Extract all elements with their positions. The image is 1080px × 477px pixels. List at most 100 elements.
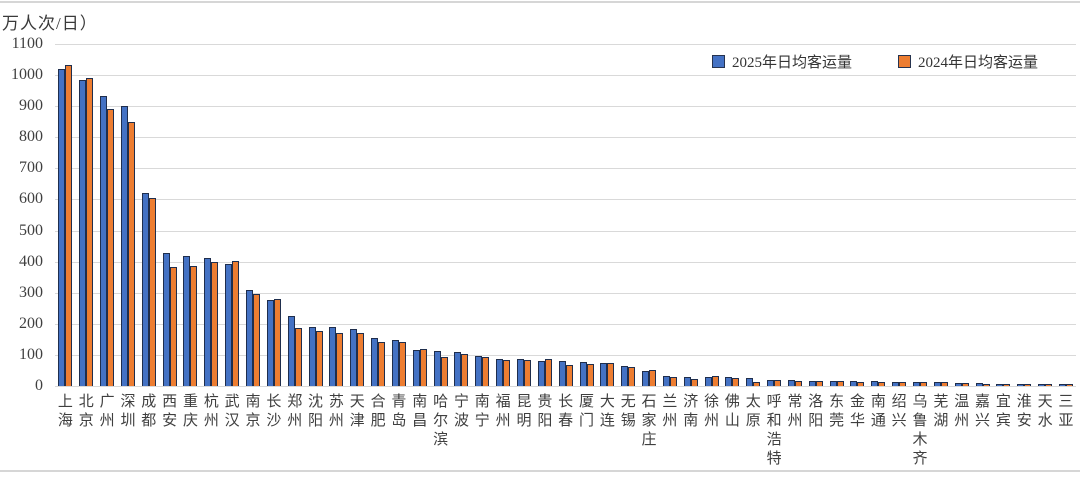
bar-2024年日均客运量 <box>232 261 240 386</box>
gridline <box>55 354 1076 356</box>
y-axis-unit-label: 万人次/日） <box>2 14 98 33</box>
bar-2025年日均客运量 <box>850 381 858 386</box>
bar-group <box>201 44 222 386</box>
bar-2024年日均客运量 <box>440 357 448 386</box>
x-axis-label: 南昌 <box>412 394 428 429</box>
x-axis-category-labels: 上海 北京 广州 深圳 成都 西安 重庆 杭州 武汉 南京 长沙 郑州 沈阳 苏州 天津 合肥 青岛 南昌 哈尔滨宁… <box>55 393 1076 469</box>
bar-2025年日均客运量 <box>1038 384 1046 386</box>
x-axis-label: 宜宾 <box>995 394 1011 429</box>
bar-2025年日均客运量 <box>475 355 483 386</box>
bar-group <box>1014 44 1035 386</box>
bar-2024年日均客运量 <box>544 359 552 386</box>
bar-2025年日均客运量 <box>704 376 712 386</box>
bar-2024年日均客运量 <box>669 376 677 386</box>
bar-2025年日均客运量 <box>100 95 108 386</box>
bar-2024年日均客运量 <box>649 369 657 386</box>
bar-group <box>243 44 264 386</box>
bar-2024年日均客运量 <box>378 342 386 386</box>
bar-group <box>555 44 576 386</box>
x-axis-label: 南宁 <box>474 394 490 429</box>
bar-group <box>805 44 826 386</box>
bar-2024年日均客运量 <box>294 327 302 386</box>
x-axis-label: 金华 <box>849 394 865 429</box>
bar-2024年日均客运量 <box>586 363 594 386</box>
bar-2025年日均客运量 <box>954 382 962 386</box>
bar-group <box>76 44 97 386</box>
x-axis-label: 苏州 <box>328 394 344 429</box>
gridline <box>55 261 1076 263</box>
gridline <box>55 44 1076 45</box>
x-axis-label: 温州 <box>954 394 970 429</box>
bar-2025年日均客运量 <box>975 383 983 386</box>
x-axis-label: 乌鲁木齐 <box>912 394 928 467</box>
bar-group <box>1035 44 1056 386</box>
bar-2025年日均客运量 <box>225 263 233 386</box>
bar-2024年日均客运量 <box>711 376 719 386</box>
bar-group <box>368 44 389 386</box>
bar-2024年日均客运量 <box>732 377 740 386</box>
bar-2024年日均客运量 <box>690 378 698 386</box>
x-axis-label: 武汉 <box>224 394 240 429</box>
bar-2025年日均客运量 <box>516 358 524 386</box>
bar-2025年日均客运量 <box>79 80 87 386</box>
bar-2024年日均客运量 <box>878 381 886 386</box>
gridline <box>55 199 1076 201</box>
bar-group <box>576 44 597 386</box>
x-axis-label: 上海 <box>57 394 73 429</box>
y-axis-tick-label: 900 <box>19 97 43 115</box>
bar-2024年日均客运量 <box>774 380 782 386</box>
bar-2024年日均客运量 <box>503 359 511 386</box>
bar-group <box>826 44 847 386</box>
bar-2024年日均客运量 <box>1045 384 1053 386</box>
gridline <box>55 168 1076 170</box>
bar-group <box>326 44 347 386</box>
bar-2024年日均客运量 <box>315 330 323 386</box>
bar-group <box>389 44 410 386</box>
bar-group <box>1056 44 1077 386</box>
x-axis-label: 绍兴 <box>891 394 907 429</box>
x-axis-label: 太原 <box>745 394 761 429</box>
bar-2025年日均客运量 <box>162 252 170 386</box>
x-axis-label: 沈阳 <box>308 394 324 429</box>
legend-item-2024: 2024年日均客运量 <box>898 51 1038 72</box>
bar-2024年日均客运量 <box>1003 383 1011 386</box>
bar-2024年日均客运量 <box>857 381 865 386</box>
legend-label-2024: 2024年日均客运量 <box>918 55 1039 71</box>
bar-group <box>701 44 722 386</box>
x-axis-label: 呼和浩特 <box>766 394 782 467</box>
top-border-line <box>0 1 1080 3</box>
bar-group <box>930 44 951 386</box>
y-axis-tick-label: 1100 <box>11 35 43 52</box>
bar-2025年日均客运量 <box>58 68 66 386</box>
bar-2024年日均客运量 <box>607 363 615 386</box>
x-axis-label: 芜湖 <box>933 394 949 429</box>
bar-group <box>138 44 159 386</box>
x-axis-label: 东莞 <box>829 394 845 429</box>
bar-2025年日均客运量 <box>558 361 566 386</box>
bar-2025年日均客运量 <box>1017 383 1025 386</box>
x-axis-label: 昆明 <box>516 394 532 429</box>
bar-group <box>618 44 639 386</box>
y-axis-tick-labels: 0 100 200 300 400 500 600 700 800 900 1000 1100 <box>0 0 46 400</box>
chart-legend: 2025年日均客运量 2024年日均客运量 <box>712 51 1038 72</box>
bar-2024年日均客运量 <box>523 359 531 386</box>
x-axis-label: 郑州 <box>287 394 303 429</box>
x-axis-label: 天津 <box>349 394 365 429</box>
bar-group <box>785 44 806 386</box>
x-axis-label: 济南 <box>683 394 699 429</box>
bar-group <box>743 44 764 386</box>
x-axis-label: 宁波 <box>453 394 469 429</box>
bar-group <box>847 44 868 386</box>
bar-2025年日均客运量 <box>600 363 608 386</box>
bar-2024年日均客运量 <box>940 382 948 386</box>
bar-2025年日均客运量 <box>642 370 650 386</box>
bar-2025年日均客运量 <box>808 381 816 386</box>
bottom-border-line <box>0 470 1080 472</box>
bar-2025年日均客运量 <box>537 360 545 386</box>
bar-2024年日均客运量 <box>1024 383 1032 386</box>
bar-2025年日均客运量 <box>933 381 941 386</box>
bar-2025年日均客运量 <box>120 105 128 386</box>
gridline <box>55 230 1076 232</box>
bar-2025年日均客运量 <box>683 376 691 386</box>
bar-2024年日均客运量 <box>565 365 573 386</box>
